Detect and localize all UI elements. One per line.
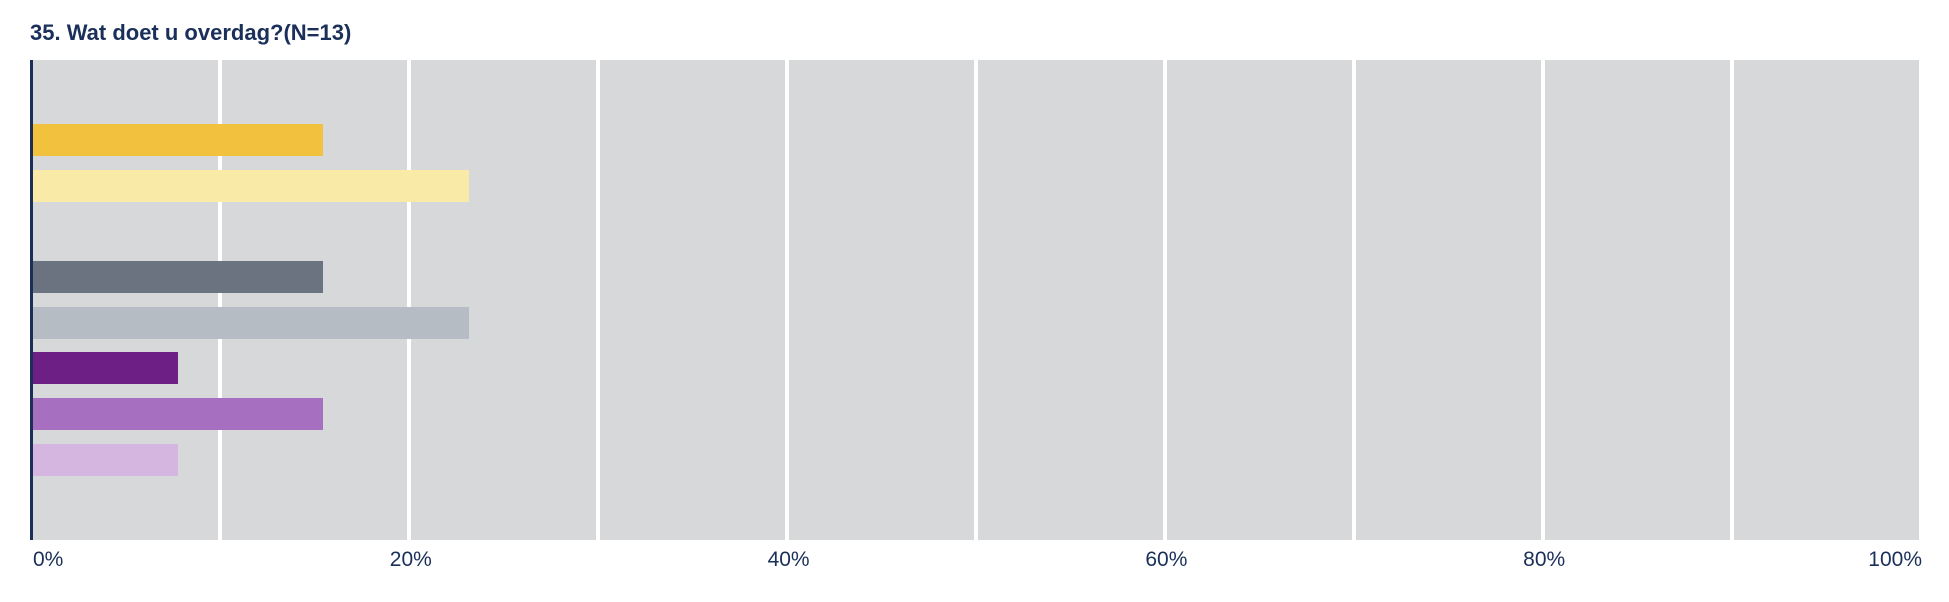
x-axis: 0% 20% 40% 60% 80% 100% <box>33 548 1922 582</box>
x-tick-label: 60% <box>1145 548 1187 572</box>
bar-1 <box>33 124 323 156</box>
chart-container: 35. Wat doet u overdag?(N=13) 0% 20% 40% 60… <box>30 20 1919 582</box>
x-tick-label: 0% <box>33 548 63 572</box>
bar-slot <box>33 489 1919 521</box>
bar-8 <box>33 444 178 476</box>
bar-5 <box>33 307 469 339</box>
bar-slot <box>33 352 1919 384</box>
x-tick-label: 20% <box>390 548 432 572</box>
bar-7 <box>33 398 323 430</box>
bar-6 <box>33 352 178 384</box>
bar-slot <box>33 79 1919 111</box>
bar-slot <box>33 398 1919 430</box>
x-tick-label: 100% <box>1868 548 1922 572</box>
bar-2 <box>33 170 469 202</box>
plot-area <box>30 60 1919 540</box>
bar-4 <box>33 261 323 293</box>
x-tick-label: 40% <box>768 548 810 572</box>
x-tick-label: 80% <box>1523 548 1565 572</box>
bar-slot <box>33 261 1919 293</box>
bar-slot <box>33 307 1919 339</box>
chart-title: 35. Wat doet u overdag?(N=13) <box>30 20 1919 46</box>
chart-wrapper: 0% 20% 40% 60% 80% 100% <box>30 60 1919 582</box>
bar-slot <box>33 124 1919 156</box>
bar-slot <box>33 216 1919 248</box>
bar-slot <box>33 170 1919 202</box>
bar-slot <box>33 444 1919 476</box>
bars-layer <box>33 60 1919 540</box>
